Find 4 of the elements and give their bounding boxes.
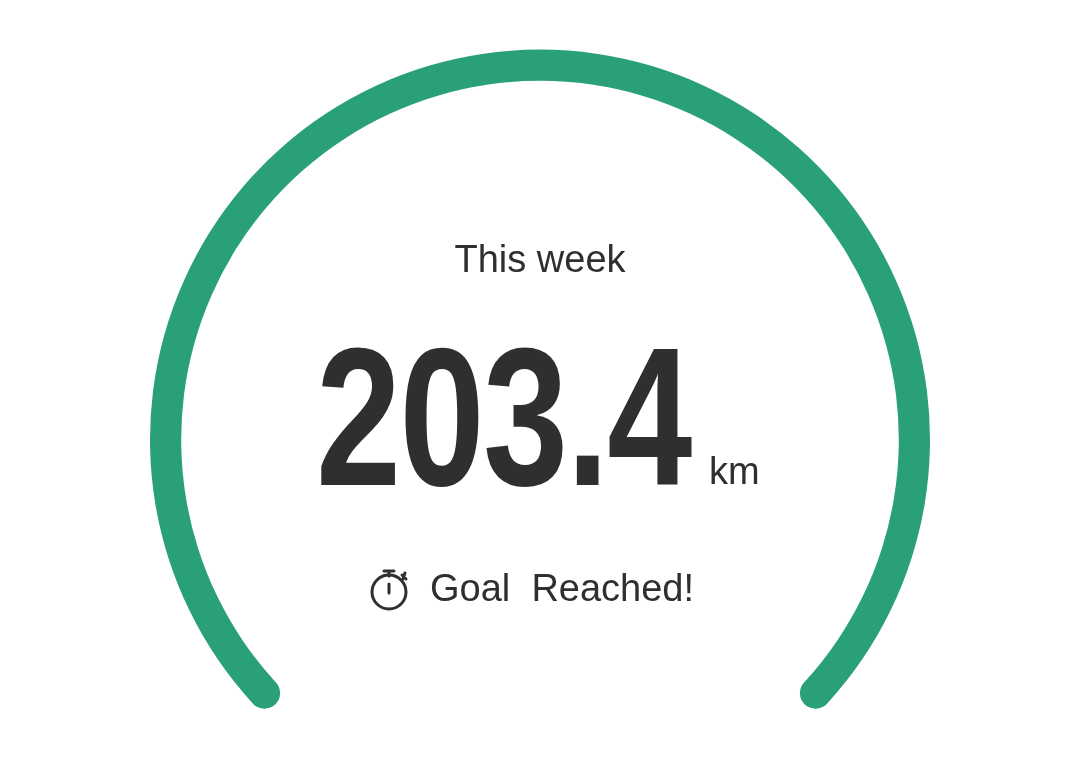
text: This week	[453, 238, 627, 281]
text: 203.4	[316, 308, 691, 527]
text: km	[709, 450, 760, 493]
text: Goal Reached!	[430, 567, 695, 610]
